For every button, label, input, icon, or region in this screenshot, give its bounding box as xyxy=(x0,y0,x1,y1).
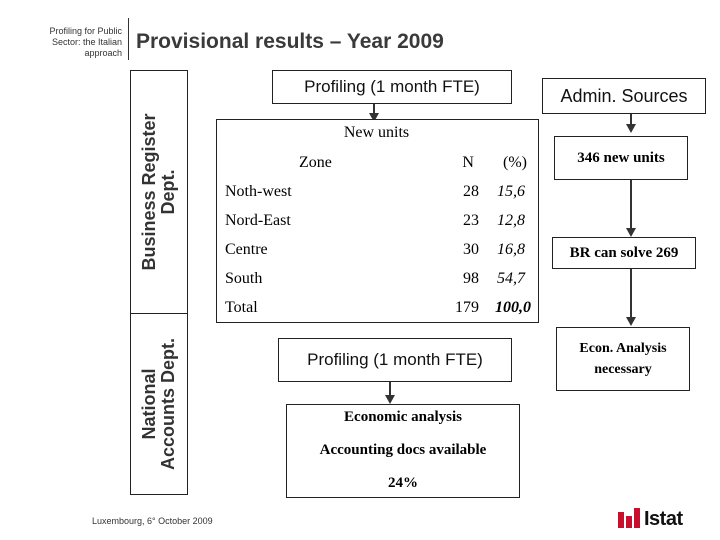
logo-bar-icon xyxy=(634,508,640,528)
economic-analysis-line: Economic analysis xyxy=(344,409,462,425)
count-cell: 98 xyxy=(463,269,479,287)
count-cell: 30 xyxy=(463,240,479,258)
department-sidebar xyxy=(130,70,188,495)
table-row: South 98 54,7 xyxy=(225,264,535,293)
percent-cell: 54,7 xyxy=(497,269,525,287)
column-header-n: N xyxy=(462,153,474,171)
economic-analysis-box: Economic analysis Accounting docs availa… xyxy=(286,404,520,498)
profiling-top-label: Profiling (1 month FTE) xyxy=(304,77,480,96)
table-row-total: Total 179 100,0 xyxy=(225,293,535,322)
logo-bar-icon xyxy=(618,512,624,528)
percentage-line: 24% xyxy=(388,475,418,491)
arrow-line xyxy=(373,104,375,114)
percent-cell: 15,6 xyxy=(497,182,525,200)
table-row: Centre 30 16,8 xyxy=(225,235,535,264)
national-accounts-label: National Accounts Dept. xyxy=(139,337,178,471)
label-line: Accounts Dept. xyxy=(158,337,178,471)
footer-date: Luxembourg, 6° October 2009 xyxy=(92,516,213,526)
results-table: Zone N (%) Noth-west 28 15,6 Nord-East 2… xyxy=(225,148,535,322)
econ-line: necessary xyxy=(594,362,652,377)
column-header-pct: (%) xyxy=(503,153,527,171)
count-cell: 179 xyxy=(455,298,479,316)
subtitle-line: Profiling for Public xyxy=(49,26,122,36)
table-row: Nord-East 23 12,8 xyxy=(225,206,535,235)
column-header-zone: Zone xyxy=(299,153,332,171)
arrow-down-icon xyxy=(626,317,636,326)
percent-cell: 16,8 xyxy=(497,240,525,258)
percent-cell: 12,8 xyxy=(497,211,525,229)
subtitle-line: approach xyxy=(84,48,122,58)
arrow-down-icon xyxy=(369,113,379,122)
percent-cell: 100,0 xyxy=(495,298,531,316)
page-title: Provisional results – Year 2009 xyxy=(136,30,444,53)
zone-cell: Nord-East xyxy=(225,211,291,229)
zone-cell: Total xyxy=(225,298,258,316)
istat-logo: Istat xyxy=(618,508,708,532)
sidebar-divider xyxy=(130,313,188,314)
new-units-box: 346 new units xyxy=(554,136,688,180)
new-units-label: 346 new units xyxy=(577,150,665,166)
logo-text: Istat xyxy=(644,508,683,530)
profiling-bottom-label: Profiling (1 month FTE) xyxy=(307,350,483,369)
arrow-line xyxy=(389,382,391,396)
accounting-docs-line: Accounting docs available xyxy=(319,442,487,458)
label-line: Business Register xyxy=(139,113,159,271)
count-cell: 28 xyxy=(463,182,479,200)
arrow-line xyxy=(630,114,632,126)
econ-analysis-label: Econ. Analysis necessary xyxy=(557,338,689,380)
zone-cell: Noth-west xyxy=(225,182,292,200)
arrow-down-icon xyxy=(385,395,395,404)
profiling-top-box: Profiling (1 month FTE) xyxy=(272,70,512,104)
profiling-bottom-box: Profiling (1 month FTE) xyxy=(278,338,512,382)
admin-sources-box: Admin. Sources xyxy=(542,78,706,114)
econ-analysis-box: Econ. Analysis necessary xyxy=(556,327,690,391)
table-header-row: Zone N (%) xyxy=(225,148,535,177)
label-line: National xyxy=(139,368,159,440)
zone-cell: South xyxy=(225,269,263,287)
business-register-label: Business Register Dept. xyxy=(139,113,178,271)
label-line: Dept. xyxy=(158,169,178,215)
arrow-down-icon xyxy=(626,124,636,133)
logo-bar-icon xyxy=(626,516,632,528)
results-table-box: New units Zone N (%) Noth-west 28 15,6 N… xyxy=(216,119,539,323)
subtitle-line: Sector: the Italian xyxy=(51,37,122,47)
presentation-subtitle: Profiling for Public Sector: the Italian… xyxy=(14,26,122,59)
header-divider xyxy=(128,18,129,60)
arrow-line xyxy=(630,180,632,230)
count-cell: 23 xyxy=(463,211,479,229)
br-can-solve-label: BR can solve 269 xyxy=(569,245,679,261)
br-can-solve-box: BR can solve 269 xyxy=(552,237,696,269)
arrow-down-icon xyxy=(626,228,636,237)
econ-line: Econ. Analysis xyxy=(579,341,667,356)
table-heading: New units xyxy=(343,124,410,141)
table-row: Noth-west 28 15,6 xyxy=(225,177,535,206)
admin-sources-label: Admin. Sources xyxy=(560,86,688,106)
zone-cell: Centre xyxy=(225,240,268,258)
arrow-line xyxy=(630,269,632,319)
